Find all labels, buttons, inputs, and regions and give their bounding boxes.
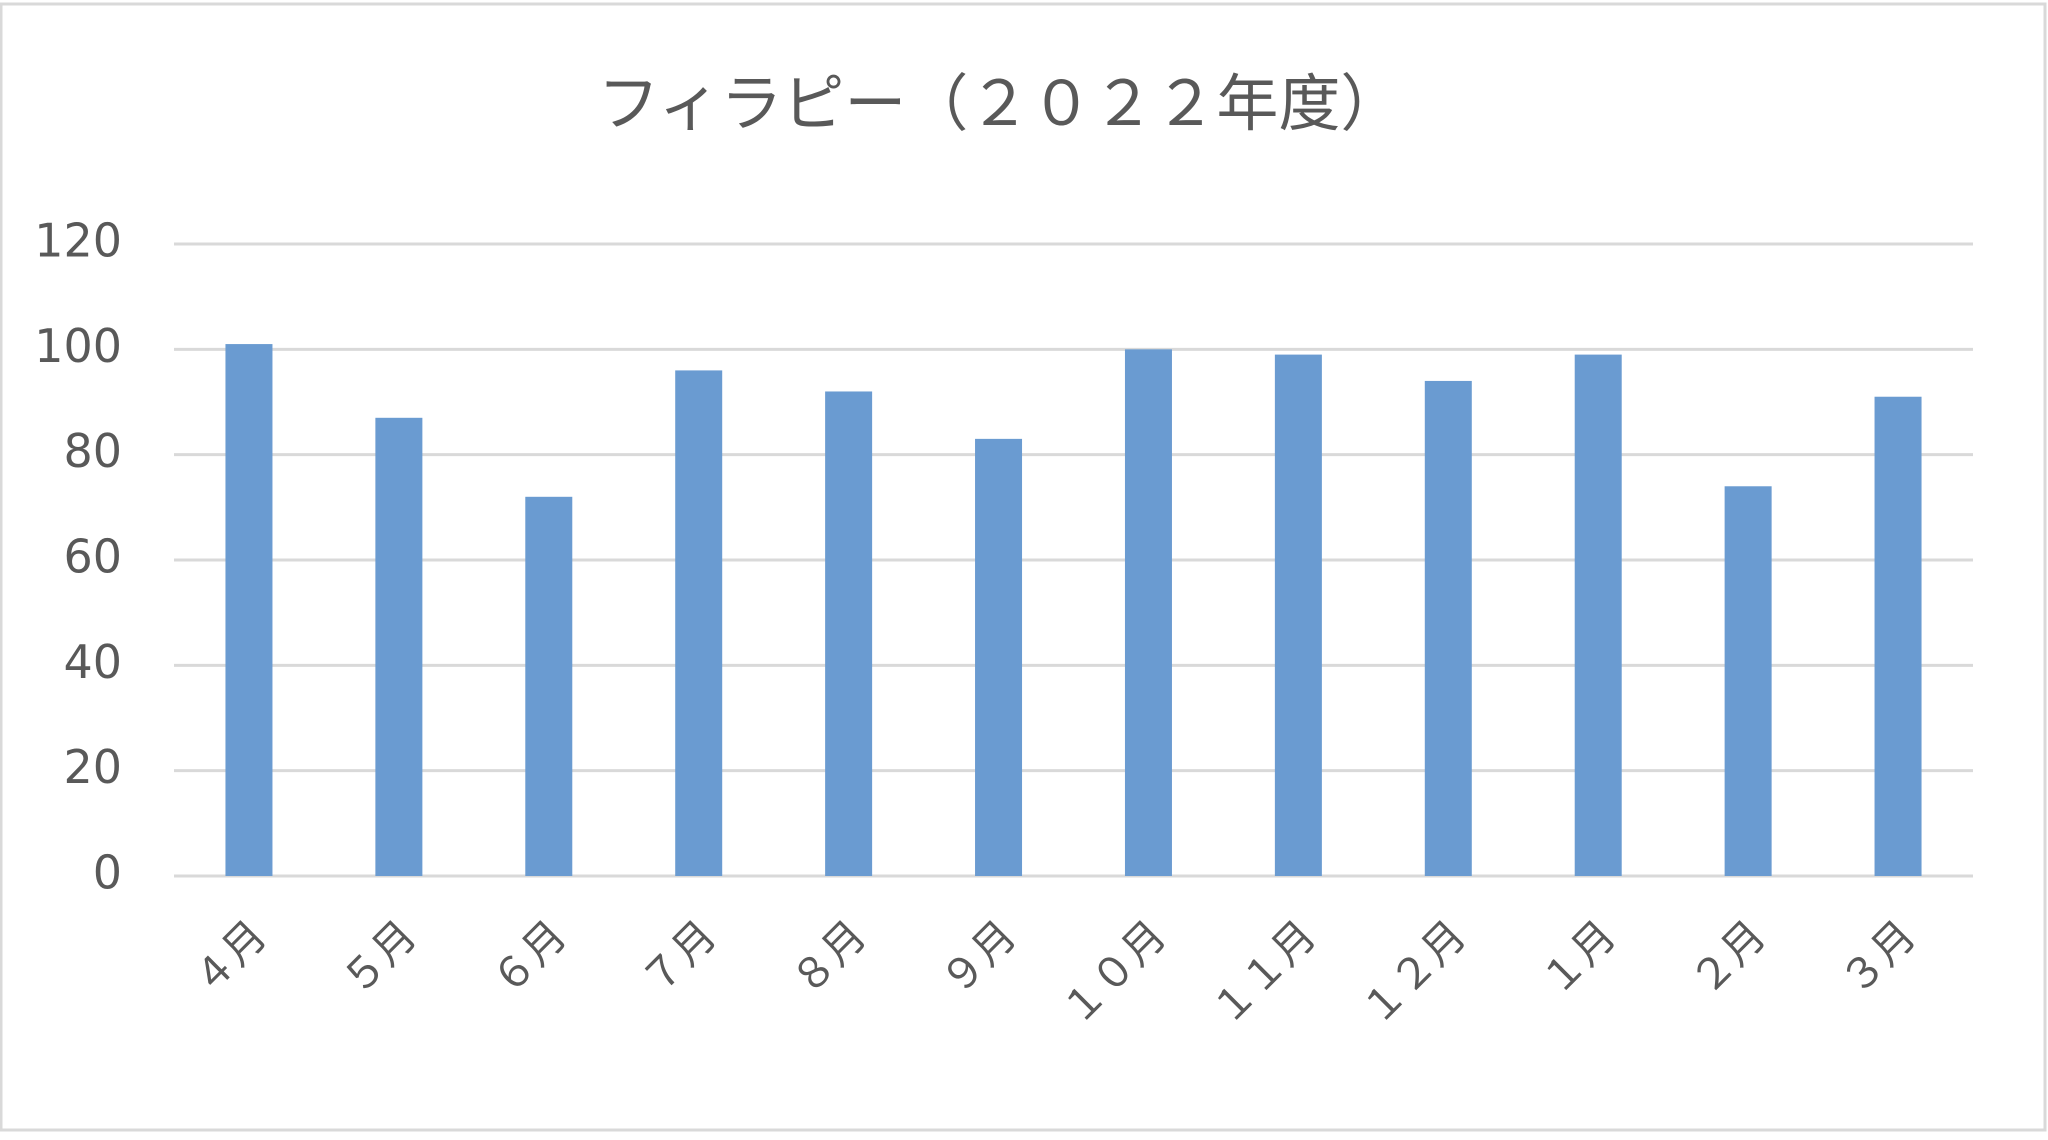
bar (375, 417, 423, 876)
bar (825, 391, 873, 876)
bar (1724, 486, 1772, 876)
y-tick-label: 0 (93, 846, 122, 900)
bar (675, 370, 723, 876)
y-tick-label: 100 (34, 319, 122, 373)
y-tick-label: 20 (63, 740, 122, 794)
y-tick-label: 120 (34, 214, 122, 268)
bar (525, 496, 573, 876)
bar (1874, 396, 1922, 876)
y-tick-label: 40 (63, 635, 122, 689)
bar (1424, 380, 1472, 876)
y-tick-label: 80 (63, 424, 122, 478)
y-tick-label: 60 (63, 530, 122, 584)
bar (1574, 354, 1622, 877)
bar (975, 438, 1023, 876)
bar (225, 344, 273, 877)
chart-title: フィラピー（２０２２年度） (598, 67, 1403, 140)
bar (1274, 354, 1322, 877)
bar (1124, 349, 1172, 876)
